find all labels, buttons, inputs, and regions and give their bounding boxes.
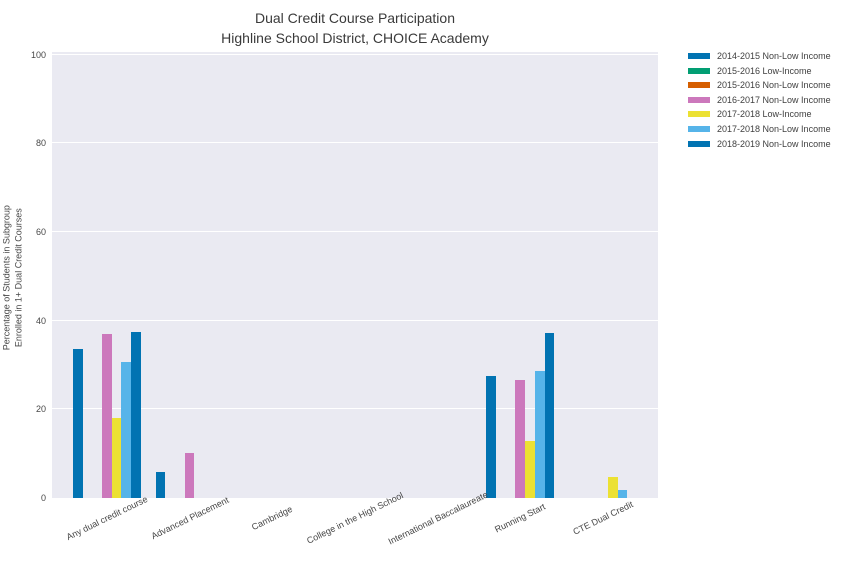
y-tick-80: 80 [35, 138, 46, 149]
bar-2014-2015-non-low-income-any-dual-credit-course [72, 349, 83, 498]
bar-2017-2018-low-income-running-start [525, 441, 535, 498]
legend-item-2017-2018-non-low-income: 2017-2018 Non-Low Income [688, 124, 831, 134]
legend-swatch-icon [688, 96, 710, 103]
legend-label: 2016-2017 Non-Low Income [717, 94, 831, 105]
legend-label: 2018-2019 Non-Low Income [717, 138, 831, 149]
bar-2017-2018-non-low-income-running-start [534, 370, 545, 498]
legend-item-2018-2019-non-low-income: 2018-2019 Non-Low Income [688, 139, 831, 149]
legend-item-2015-2016-low-income: 2015-2016 Low-Income [688, 66, 831, 76]
legend-swatch-icon [688, 125, 710, 132]
y-tick-60: 60 [35, 226, 46, 237]
y-tick-40: 40 [35, 315, 46, 326]
legend-item-2014-2015-non-low-income: 2014-2015 Non-Low Income [688, 51, 831, 61]
legend-label: 2014-2015 Non-Low Income [717, 51, 831, 61]
legend-label: 2015-2016 Non-Low Income [717, 80, 831, 91]
gridline-40 [52, 319, 658, 321]
legend-label: 2017-2018 Low-Income [717, 109, 812, 120]
y-tick-20: 20 [35, 404, 46, 415]
bar-2017-2018-non-low-income-cte-dual-credit [617, 490, 628, 498]
gridline-100 [52, 53, 658, 55]
bar-2016-2017-non-low-income-any-dual-credit-course [101, 333, 112, 498]
x-tick-running-start: Running Start [493, 501, 548, 535]
bar-2018-2019-non-low-income-running-start [544, 333, 555, 498]
x-tick-any-dual-credit-course: Any dual credit course [64, 493, 150, 543]
legend-item-2017-2018-low-income: 2017-2018 Low-Income [688, 109, 831, 119]
bar-2016-2017-non-low-income-running-start [515, 380, 526, 498]
legend-swatch-icon [688, 140, 710, 147]
bar-2014-2015-non-low-income-running-start [486, 376, 497, 498]
legend-swatch-icon [688, 82, 710, 89]
bar-2018-2019-non-low-income-any-dual-credit-course [131, 332, 141, 498]
bar-2017-2018-non-low-income-any-dual-credit-course [121, 362, 132, 498]
x-tick-cte-dual-credit: CTE Dual Credit [571, 499, 635, 537]
legend-swatch-icon [688, 111, 710, 118]
y-tick-100: 100 [30, 49, 46, 60]
y-axis-label-line1: Percentage of Students in Subgroup [1, 205, 12, 351]
bar-2014-2015-non-low-income-advanced-placement [155, 472, 166, 498]
bar-2017-2018-low-income-any-dual-credit-course [111, 418, 122, 498]
legend-item-2015-2016-non-low-income: 2015-2016 Non-Low Income [688, 80, 831, 90]
x-tick-advanced-placement: Advanced Placement [149, 494, 230, 542]
y-axis-label-text: Percentage of Students in Subgroup Enrol… [1, 143, 24, 413]
gridline-60 [52, 230, 658, 232]
bar-2016-2017-non-low-income-advanced-placement [184, 453, 195, 498]
legend-swatch-icon [688, 53, 710, 59]
x-tick-cambridge: Cambridge [250, 503, 295, 533]
chart-title-line1: Dual Credit Course Participation [255, 10, 455, 26]
legend-swatch-icon [688, 67, 710, 74]
gridline-20 [52, 408, 658, 410]
legend-label: 2015-2016 Low-Income [717, 65, 812, 76]
plot-area [52, 52, 658, 498]
y-tick-0: 0 [40, 493, 46, 503]
chart-title: Dual Credit Course Participation Highlin… [52, 8, 658, 49]
legend: 2014-2015 Non-Low Income 2015-2016 Low-In… [688, 51, 831, 153]
legend-item-2016-2017-non-low-income: 2016-2017 Non-Low Income [688, 95, 831, 105]
legend-label: 2017-2018 Non-Low Income [717, 123, 831, 134]
bar-2017-2018-low-income-cte-dual-credit [607, 476, 618, 498]
chart-title-line2: Highline School District, CHOICE Academy [221, 30, 489, 47]
gridline-80 [52, 142, 658, 144]
